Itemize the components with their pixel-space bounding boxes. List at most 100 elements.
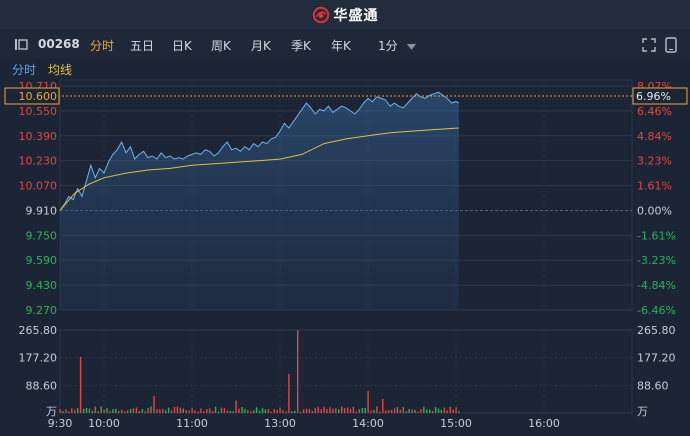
volume-bar	[191, 407, 193, 413]
volume-bar	[214, 406, 217, 413]
volume-axis-label-right: 万	[637, 405, 648, 418]
volume-axis-label-right: 88.60	[637, 379, 669, 392]
title-bar: 华盛通	[0, 0, 690, 30]
tab-weekly-k[interactable]: 周K	[211, 39, 231, 53]
pct-axis-label: 4.84%	[637, 130, 672, 143]
volume-bar	[203, 411, 205, 413]
volume-bar	[206, 409, 208, 413]
volume-bar	[308, 408, 311, 413]
volume-bar	[250, 411, 252, 413]
volume-bar	[91, 410, 94, 413]
volume-axis-label: 177.20	[19, 352, 58, 365]
volume-bar	[68, 411, 70, 413]
volume-bar	[100, 406, 102, 413]
tab-yearly-k[interactable]: 年K	[331, 39, 351, 53]
volume-bar	[223, 408, 226, 413]
volume-bar	[449, 406, 451, 413]
volume-bar	[291, 411, 293, 413]
volume-bar	[426, 409, 428, 413]
cursor-pct-label: 6.96%	[636, 90, 671, 103]
volume-bar	[126, 410, 129, 413]
volume-bar	[185, 409, 187, 413]
price-axis-label: 9.910	[26, 204, 58, 217]
volume-bar	[200, 408, 202, 413]
volume-bar	[314, 408, 316, 413]
volume-bar	[417, 411, 419, 413]
rotate-landscape-icon[interactable]	[664, 37, 678, 53]
volume-bar	[65, 409, 67, 413]
interval-select[interactable]: 1分	[378, 37, 417, 54]
volume-bar	[77, 408, 79, 413]
volume-bar	[97, 411, 99, 413]
volume-bar	[332, 408, 334, 413]
pct-axis-label: -1.61%	[637, 229, 676, 242]
volume-bar	[59, 409, 61, 413]
volume-bar	[402, 406, 404, 413]
volume-bar	[458, 411, 460, 413]
volume-bar	[229, 410, 231, 413]
volume-bar	[217, 411, 220, 413]
volume-bar	[285, 411, 287, 413]
volume-bar	[103, 409, 105, 413]
volume-bar	[258, 410, 261, 413]
volume-bar	[440, 409, 443, 413]
volume-bar	[376, 406, 378, 413]
volume-bar	[393, 408, 396, 413]
collapse-panel-icon[interactable]	[14, 38, 30, 51]
pct-axis-label: -3.23%	[637, 254, 676, 267]
volume-bar	[302, 409, 305, 413]
tab-daily-k[interactable]: 日K	[172, 39, 192, 53]
tab-monthly-k[interactable]: 月K	[251, 39, 271, 53]
brand-logo-icon	[312, 6, 329, 24]
volume-bar	[288, 374, 290, 413]
volume-bar	[423, 406, 425, 413]
price-axis-label: 9.430	[26, 279, 58, 292]
volume-bar	[147, 407, 149, 413]
volume-bar	[273, 409, 275, 413]
volume-panel-frame	[59, 329, 633, 414]
volume-bar	[109, 410, 111, 413]
volume-bar	[135, 407, 138, 413]
chevron-down-icon	[407, 43, 417, 50]
price-area	[60, 92, 459, 310]
time-axis-label: 15:00	[440, 417, 472, 430]
cursor-price-box	[4, 87, 60, 105]
volume-bar	[88, 408, 91, 413]
tab-fenshi[interactable]: 分时	[90, 39, 115, 53]
volume-bar	[335, 408, 337, 413]
time-axis-label: 13:00	[264, 417, 296, 430]
axis-labels: 10.710 8.07% 10.550 6.46% 10.390 4.84% 10.230 3…	[19, 80, 676, 430]
volume-bar	[390, 410, 393, 413]
ma-label[interactable]: 均线	[48, 63, 73, 77]
volume-bar	[352, 406, 355, 413]
chart-toolbar: 00268 分时 五日 日K 周K 月K 季K 年K 1分	[0, 31, 690, 58]
price-axis-label: 10.070	[19, 180, 58, 193]
volume-bars	[59, 330, 460, 413]
time-axis-label: 10:00	[88, 417, 120, 430]
interval-label: 1分	[378, 39, 398, 53]
volume-bar	[162, 409, 164, 413]
volume-bar	[79, 356, 82, 413]
volume-bar	[235, 400, 237, 413]
volume-bar	[305, 408, 308, 413]
volume-bar	[396, 407, 399, 413]
volume-bar	[341, 406, 343, 413]
fullscreen-icon[interactable]	[642, 38, 656, 52]
pct-axis-label: 8.07%	[637, 80, 672, 93]
volume-bar	[370, 410, 372, 413]
pct-axis-label: 3.23%	[637, 155, 672, 168]
price-axis-label: 10.230	[19, 155, 58, 168]
volume-bar	[173, 406, 176, 413]
pct-axis-label: 1.61%	[637, 180, 672, 193]
volume-bar	[264, 409, 267, 413]
volume-bar	[279, 407, 281, 413]
tab-five-day[interactable]: 五日	[130, 39, 155, 53]
volume-bar	[121, 409, 123, 413]
volume-bar	[431, 411, 434, 413]
tab-quarterly-k[interactable]: 季K	[291, 39, 311, 53]
volume-bar	[241, 407, 243, 413]
volume-bar	[434, 407, 437, 413]
mode-label[interactable]: 分时	[12, 63, 37, 77]
volume-bar	[209, 408, 211, 413]
volume-bar	[311, 411, 314, 413]
